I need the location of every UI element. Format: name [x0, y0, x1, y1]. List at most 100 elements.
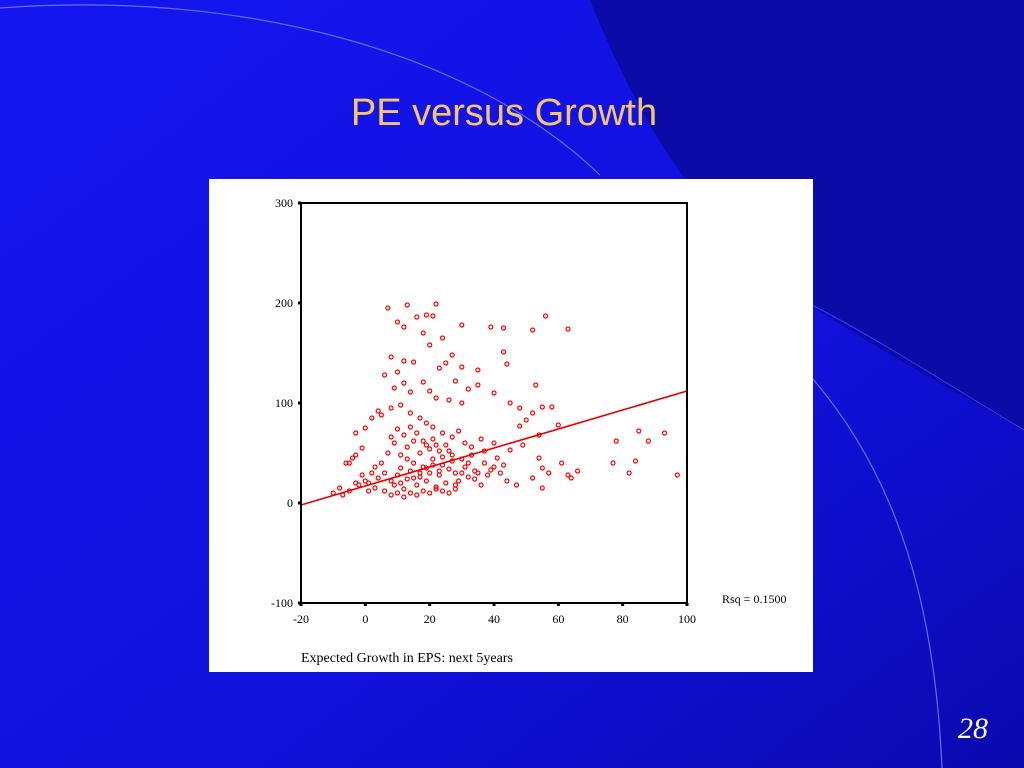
- y-tick-label: 100: [275, 396, 293, 410]
- data-point: [411, 438, 417, 444]
- data-point: [382, 470, 388, 476]
- data-point: [443, 480, 449, 486]
- data-point: [559, 460, 565, 466]
- data-point: [542, 313, 549, 319]
- data-point: [459, 322, 465, 328]
- data-point: [472, 468, 478, 474]
- data-point: [456, 428, 462, 434]
- data-point: [504, 361, 510, 367]
- data-point: [420, 438, 426, 444]
- data-point: [388, 434, 394, 440]
- scatter-chart: -20 0 20 40 60 80 100 -100 0 100 200 300 Rsq = 0.1…: [271, 196, 786, 666]
- x-tick-label: 80: [617, 612, 629, 626]
- data-point: [359, 472, 365, 478]
- x-axis-label: Expected Growth in EPS: next 5years: [301, 651, 513, 666]
- x-tick-label: 20: [424, 612, 436, 626]
- data-point: [436, 448, 442, 454]
- data-point: [517, 423, 523, 429]
- data-point: [398, 480, 404, 486]
- data-point: [411, 359, 417, 365]
- data-point: [549, 404, 555, 410]
- data-point: [632, 458, 639, 464]
- data-point: [478, 482, 484, 488]
- data-point: [401, 324, 407, 330]
- data-point: [414, 492, 420, 498]
- data-point: [369, 415, 375, 421]
- data-point: [407, 389, 413, 395]
- data-point: [427, 470, 433, 476]
- x-tick-label: 100: [678, 612, 696, 626]
- data-point: [536, 455, 542, 461]
- data-point: [539, 485, 545, 491]
- data-point: [375, 475, 381, 481]
- data-point: [465, 474, 471, 480]
- data-point: [565, 472, 571, 478]
- data-point: [411, 475, 417, 481]
- data-point: [433, 442, 439, 448]
- data-point: [391, 440, 397, 446]
- data-point: [388, 354, 394, 360]
- data-point: [530, 327, 536, 333]
- x-tick-label: -20: [293, 612, 309, 626]
- data-point: [423, 478, 429, 484]
- data-point: [433, 486, 439, 492]
- data-point: [459, 364, 465, 370]
- data-point: [475, 382, 481, 388]
- data-point: [481, 460, 487, 466]
- data-point: [613, 438, 619, 444]
- data-point: [462, 464, 468, 470]
- data-point: [433, 484, 439, 490]
- data-point: [433, 301, 439, 307]
- data-point: [436, 365, 442, 371]
- data-point: [385, 305, 391, 311]
- data-point: [394, 369, 401, 375]
- data-point: [575, 468, 581, 474]
- data-point: [501, 462, 507, 468]
- data-point: [420, 379, 426, 385]
- data-point: [404, 444, 410, 450]
- data-point: [491, 390, 497, 396]
- data-point: [401, 432, 407, 438]
- data-point: [385, 450, 391, 456]
- data-point: [391, 482, 397, 488]
- data-point: [430, 313, 436, 319]
- data-point: [388, 405, 394, 411]
- data-point: [407, 424, 413, 430]
- wave-line-upper: [0, 4, 601, 176]
- data-point: [504, 478, 510, 484]
- data-point: [523, 417, 529, 423]
- data-point: [626, 470, 632, 476]
- data-point: [507, 400, 513, 406]
- data-point: [488, 467, 494, 473]
- data-point: [501, 325, 507, 331]
- y-tick-label: 0: [287, 496, 293, 510]
- data-point: [369, 470, 375, 476]
- data-point: [394, 426, 401, 432]
- data-point: [636, 428, 642, 434]
- data-point: [366, 488, 372, 494]
- data-point: [423, 312, 429, 318]
- data-point: [378, 460, 384, 466]
- page-number: 28: [958, 712, 988, 745]
- data-point: [407, 490, 413, 496]
- data-point: [401, 486, 407, 492]
- data-point: [359, 445, 365, 451]
- data-point: [513, 482, 520, 488]
- data-point: [491, 440, 497, 446]
- data-point: [388, 492, 394, 498]
- data-point: [452, 470, 458, 476]
- data-point: [475, 367, 481, 373]
- data-point: [417, 450, 423, 456]
- data-point: [423, 442, 429, 448]
- data-point: [452, 486, 458, 492]
- data-point: [349, 455, 356, 461]
- data-point: [446, 397, 452, 403]
- data-point: [372, 485, 378, 491]
- data-point: [401, 494, 407, 500]
- x-tick-label: 40: [488, 612, 500, 626]
- data-point: [439, 488, 446, 494]
- data-point: [382, 372, 388, 378]
- data-point: [645, 438, 651, 444]
- data-point: [530, 475, 536, 481]
- data-point: [391, 385, 397, 391]
